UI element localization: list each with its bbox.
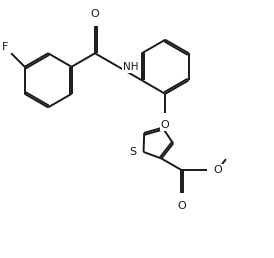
Text: O: O xyxy=(213,165,222,175)
Text: O: O xyxy=(91,9,99,19)
Text: F: F xyxy=(2,42,8,52)
Text: O: O xyxy=(177,200,186,211)
Text: S: S xyxy=(129,147,136,157)
Text: NH: NH xyxy=(123,62,139,72)
Text: O: O xyxy=(161,120,170,130)
